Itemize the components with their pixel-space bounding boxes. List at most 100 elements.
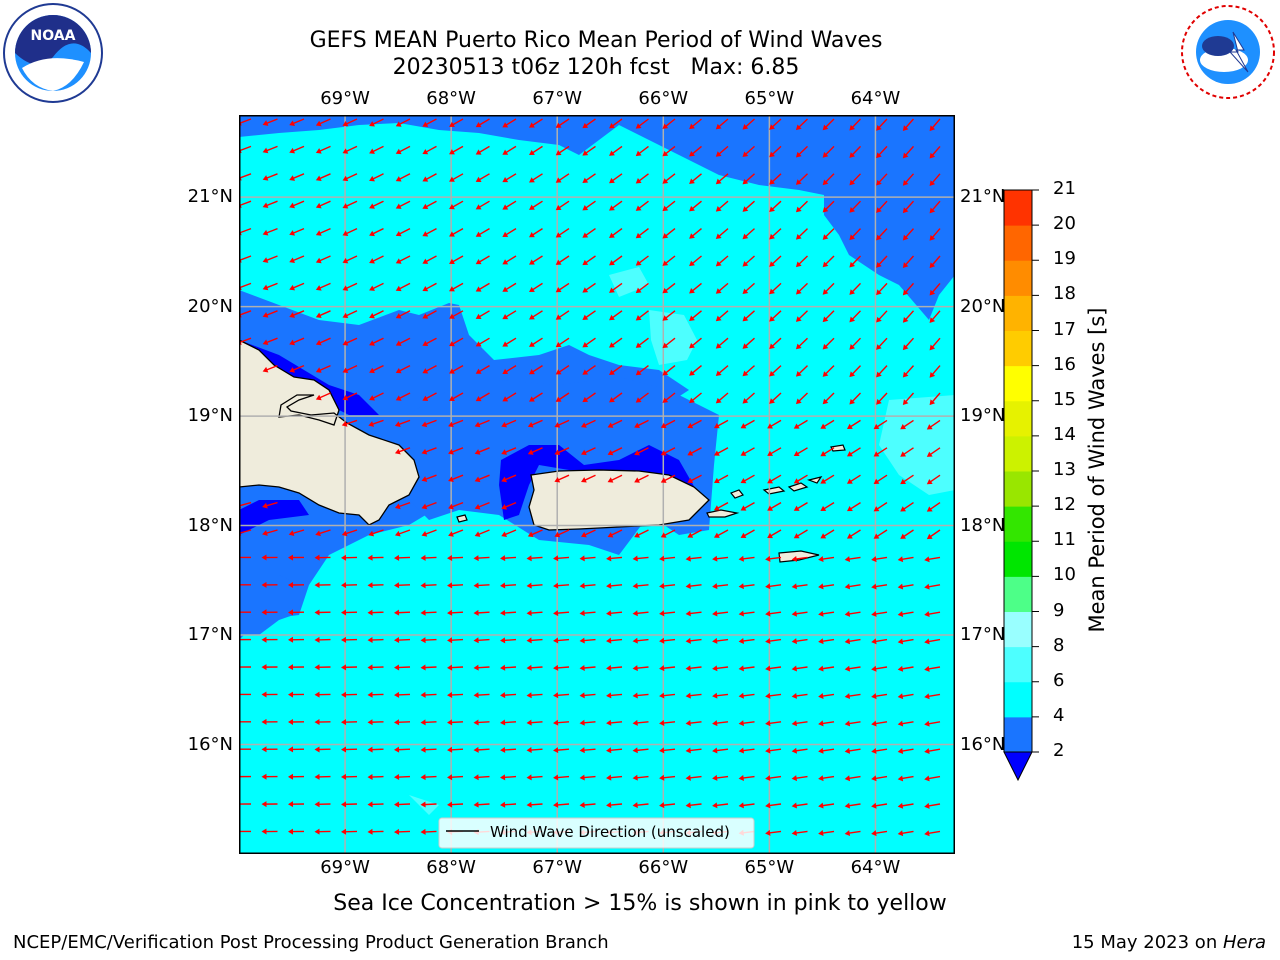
wind-wave-arrow bbox=[844, 720, 861, 727]
wind-wave-arrow bbox=[685, 774, 702, 781]
wind-wave-arrow bbox=[897, 638, 914, 645]
wind-wave-arrow bbox=[713, 501, 729, 511]
wind-wave-arrow bbox=[822, 310, 835, 323]
wind-wave-arrow bbox=[689, 365, 702, 376]
wind-wave-arrow bbox=[738, 638, 755, 644]
contour-period-2-4-sw bbox=[239, 575, 301, 635]
wind-wave-arrow bbox=[341, 529, 358, 537]
wind-wave-arrow bbox=[765, 747, 782, 754]
lon-label-bottom: 69°W bbox=[320, 857, 370, 878]
wind-wave-arrow bbox=[342, 200, 358, 209]
chart-subtitle: 20230513 t06z 120h fcst Max: 6.85 bbox=[392, 55, 800, 80]
wind-wave-arrow bbox=[582, 173, 596, 183]
wind-wave-arrow bbox=[609, 200, 623, 211]
wind-wave-arrow bbox=[822, 200, 835, 213]
lat-label-right: 19°N bbox=[960, 405, 1006, 427]
wind-wave-arrow bbox=[474, 447, 490, 455]
wind-wave-arrow bbox=[289, 364, 305, 373]
wind-wave-arrow bbox=[765, 802, 782, 809]
wind-wave-arrow bbox=[715, 173, 729, 185]
wind-wave-arrow bbox=[769, 200, 782, 213]
wind-wave-arrow bbox=[261, 718, 278, 725]
wind-wave-arrow bbox=[871, 583, 888, 590]
lon-label-bottom: 67°W bbox=[532, 857, 583, 878]
wind-wave-arrow bbox=[902, 255, 915, 268]
lat-label-left: 21°N bbox=[187, 186, 233, 208]
wind-wave-arrow bbox=[876, 228, 888, 241]
wind-wave-arrow bbox=[844, 556, 861, 563]
wind-wave-arrow bbox=[314, 746, 331, 753]
wind-wave-arrow bbox=[553, 747, 570, 754]
wind-wave-arrow bbox=[342, 282, 358, 291]
wind-wave-arrow bbox=[315, 227, 331, 236]
wind-wave-arrow bbox=[846, 447, 861, 457]
wind-wave-arrow bbox=[315, 364, 331, 373]
wind-wave-arrow bbox=[261, 801, 278, 808]
wind-wave-arrow bbox=[712, 610, 729, 617]
wind-wave-arrow bbox=[818, 830, 835, 836]
wind-wave-arrow bbox=[529, 173, 543, 183]
wind-wave-arrow bbox=[314, 582, 331, 589]
wind-wave-arrow bbox=[262, 227, 278, 236]
wind-wave-arrow bbox=[529, 337, 543, 347]
wind-wave-arrow bbox=[420, 746, 437, 753]
colorbar-tick-label: 20 bbox=[1053, 213, 1076, 235]
wind-wave-arrow bbox=[740, 529, 755, 539]
colorbar-band bbox=[1004, 576, 1032, 612]
wind-wave-arrow bbox=[341, 554, 358, 561]
wind-wave-arrow bbox=[822, 255, 835, 268]
wind-wave-arrow bbox=[685, 747, 702, 754]
wind-wave-arrow bbox=[582, 337, 596, 348]
wind-wave-arrow bbox=[897, 693, 914, 700]
wind-wave-arrow bbox=[422, 118, 437, 127]
colorbar-tick-label: 15 bbox=[1053, 388, 1076, 410]
wind-wave-arrow bbox=[767, 474, 782, 484]
wind-wave-arrow bbox=[818, 693, 835, 699]
wind-wave-arrow bbox=[607, 474, 623, 483]
wind-wave-arrow bbox=[473, 774, 490, 781]
wind-wave-arrow bbox=[689, 282, 702, 294]
wind-wave-arrow bbox=[341, 801, 358, 808]
wind-wave-arrow bbox=[262, 282, 278, 291]
contour-period-2-4-northeast bbox=[824, 195, 955, 320]
lon-label-top: 68°W bbox=[426, 88, 476, 109]
wind-wave-arrow bbox=[791, 775, 808, 782]
wind-wave-arrow bbox=[929, 118, 941, 132]
wind-wave-arrow bbox=[822, 282, 835, 295]
wind-wave-arrow bbox=[501, 501, 517, 510]
wind-wave-arrow bbox=[849, 228, 862, 241]
wind-wave-arrow bbox=[662, 365, 676, 376]
noaa-logo: NOAA bbox=[2, 2, 104, 104]
wind-wave-arrow bbox=[873, 502, 888, 512]
wind-wave-arrow bbox=[632, 802, 649, 809]
wind-wave-arrow bbox=[422, 310, 437, 319]
wind-wave-arrow bbox=[261, 746, 278, 753]
wind-wave-arrow bbox=[609, 392, 623, 403]
wind-wave-arrow bbox=[742, 173, 755, 185]
wind-wave-arrow bbox=[871, 802, 888, 809]
wind-wave-arrow bbox=[820, 502, 835, 511]
wind-wave-arrow bbox=[662, 337, 676, 349]
wind-wave-arrow bbox=[341, 746, 358, 753]
wind-wave-arrow bbox=[262, 200, 278, 209]
lon-label-bottom: 66°W bbox=[638, 857, 689, 878]
wind-wave-arrow bbox=[526, 692, 543, 699]
wind-wave-arrow bbox=[818, 802, 835, 809]
wind-wave-arrow bbox=[742, 337, 755, 349]
wind-wave-arrow bbox=[795, 173, 808, 185]
wind-wave-arrow bbox=[262, 501, 278, 509]
wind-wave-arrow bbox=[582, 145, 596, 156]
wind-wave-arrow bbox=[609, 145, 623, 156]
wind-wave-arrow bbox=[447, 692, 464, 698]
wind-wave-arrow bbox=[529, 118, 543, 128]
wind-wave-arrow bbox=[844, 747, 861, 754]
wind-wave-arrow bbox=[580, 447, 596, 456]
wind-wave-arrow bbox=[765, 583, 782, 590]
wind-wave-arrow bbox=[579, 664, 596, 671]
wind-wave-arrow bbox=[261, 554, 278, 561]
wind-wave-arrow bbox=[685, 802, 702, 809]
wind-wave-arrow bbox=[634, 419, 649, 428]
wind-wave-arrow bbox=[261, 609, 278, 616]
wind-wave-arrow bbox=[580, 419, 596, 428]
wind-wave-arrow bbox=[635, 337, 649, 348]
